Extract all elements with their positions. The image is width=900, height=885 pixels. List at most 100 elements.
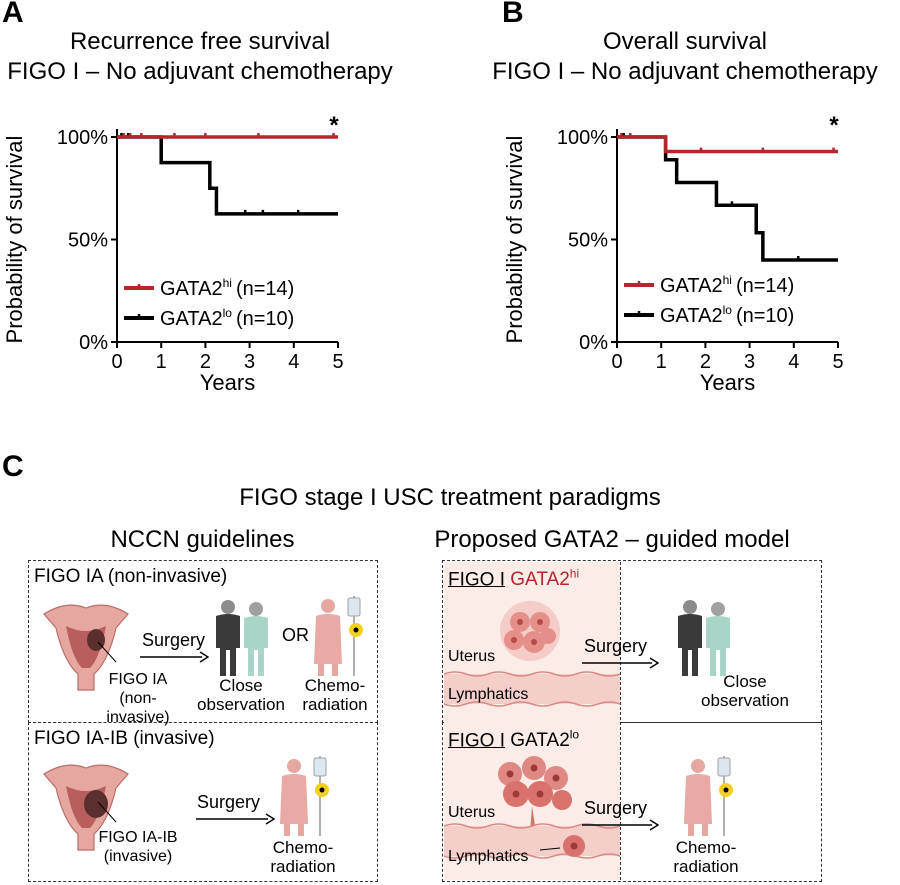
- gata2-hi-label: FIGO I GATA2hi: [448, 567, 579, 591]
- right-box-separator: [620, 722, 822, 723]
- y-tick-label: 0%: [79, 332, 108, 354]
- legend-label-hi: GATA2hi (n=14): [160, 276, 294, 300]
- figo-i-lo: FIGO I: [448, 730, 505, 752]
- y-tick-label: 100%: [557, 127, 608, 149]
- chemo-radiation-label-3: Chemo- radiation: [656, 838, 756, 876]
- y-axis-label: Probability of survival: [502, 136, 527, 344]
- doctors-icon-2: [678, 600, 730, 676]
- patient-chemo-icon-3: [684, 756, 733, 836]
- x-tick-label: 0: [111, 351, 122, 373]
- figo-ia-ib-tumor-line2: (invasive): [103, 848, 173, 865]
- arrow-icon-4: [582, 819, 660, 831]
- gata2-lo-text: GATA2lo: [510, 728, 580, 752]
- close-observation-2-line1: Close: [723, 672, 767, 691]
- y-tick-label: 50%: [568, 230, 608, 252]
- x-tick-label: 3: [244, 351, 255, 373]
- gata2-hi-sup: hi: [569, 567, 580, 581]
- legend-label-lo: GATA2lo (n=10): [660, 303, 794, 327]
- x-tick-label: 2: [200, 351, 211, 373]
- lymphatics-vessel: [444, 671, 620, 707]
- chemo-radiation-3-line1: Chemo-: [675, 838, 737, 857]
- close-observation-line2: observation: [197, 695, 285, 714]
- chemo-radiation-label-1: Chemo- radiation: [290, 676, 380, 714]
- arrow-icon: [140, 651, 210, 663]
- chemo-radiation-2-line1: Chemo-: [272, 838, 334, 857]
- chemo-radiation-2-line2: radiation: [270, 857, 336, 876]
- invasive-tumor-icon: [498, 756, 572, 832]
- significance-star: *: [829, 112, 839, 139]
- chart-a-title-line1: Recurrence free survival: [69, 28, 331, 55]
- close-observation-label: Close observation: [196, 676, 286, 714]
- lymphatics-vessel-2: [444, 823, 620, 859]
- x-tick-label: 4: [788, 351, 799, 373]
- x-tick-label: 1: [656, 351, 667, 373]
- legend-label-hi: GATA2hi (n=14): [660, 273, 794, 297]
- or-label: OR: [282, 625, 309, 645]
- x-tick-label: 0: [611, 351, 622, 373]
- chemo-radiation-1-line1: Chemo-: [304, 676, 366, 695]
- panel-letter-b: B: [502, 0, 524, 29]
- chart-b-title: Overall survival FIGO I – No adjuvant ch…: [470, 27, 900, 87]
- arrow-icon-2: [196, 813, 276, 825]
- figo-ia-tumor-line1: FIGO IA: [108, 671, 168, 688]
- close-observation-line1: Close: [219, 676, 263, 695]
- lymphatics-label-hi: Lymphatics: [448, 686, 529, 703]
- x-axis-label: Years: [200, 370, 255, 395]
- lymphatics-label-lo: Lymphatics: [448, 848, 529, 865]
- gata2-lo-sup: lo: [569, 728, 580, 742]
- panel-letter-a: A: [2, 0, 24, 29]
- figo-ia-ib-tumor-label: FIGO IA-IB (invasive): [88, 828, 188, 866]
- gata2-model-header: Proposed GATA2 – guided model: [434, 526, 790, 553]
- x-axis-label: Years: [700, 370, 755, 395]
- patient-chemo-icon-2: [280, 756, 329, 836]
- panel-c-title: FIGO stage I USC treatment paradigms: [239, 484, 661, 511]
- figo-ia-label: FIGO IA (non-invasive): [34, 566, 228, 587]
- gata2-hi-name: GATA2: [510, 569, 570, 591]
- x-tick-label: 5: [332, 351, 343, 373]
- x-tick-label: 4: [288, 351, 299, 373]
- nccn-header: NCCN guidelines: [110, 526, 295, 553]
- patient-chemo-icon: [314, 596, 363, 676]
- surgery-label-2: Surgery: [197, 792, 261, 812]
- figo-ia-tumor-line2: (non-invasive): [106, 690, 170, 726]
- tumor-cluster-icon: [500, 601, 560, 661]
- tumor-pointer-2: [97, 801, 117, 823]
- figo-ia-ib-label: FIGO IA-IB (invasive): [34, 728, 215, 749]
- nccn-ia-ib-box: [28, 722, 378, 882]
- tumor-pointer: [97, 641, 117, 663]
- gata2-hi-text: GATA2hi: [510, 567, 580, 591]
- gata2-lo-name: GATA2: [510, 730, 570, 752]
- chart-a-title-line2: FIGO I – No adjuvant chemotherapy: [7, 58, 393, 85]
- chart-b-title-line1: Overall survival: [602, 28, 768, 55]
- surgery-label-4: Surgery: [584, 798, 648, 818]
- y-axis-label: Probability of survival: [2, 136, 27, 344]
- uterus-label-hi: Uterus: [448, 648, 496, 665]
- figo-ia-tumor-label: FIGO IA (non-invasive): [88, 670, 188, 727]
- x-tick-label: 3: [744, 351, 755, 373]
- series-line-hi: [617, 135, 838, 154]
- x-tick-label: 5: [832, 351, 843, 373]
- legend-label-lo: GATA2lo (n=10): [160, 306, 294, 330]
- x-tick-label: 2: [700, 351, 711, 373]
- tissue-divider: [620, 562, 621, 880]
- surgery-label-1: Surgery: [142, 630, 206, 650]
- panel-letter-c: C: [2, 450, 24, 483]
- series-line-lo: [117, 135, 338, 216]
- close-observation-label-2: Close observation: [680, 672, 810, 710]
- y-tick-label: 100%: [57, 127, 108, 149]
- doctors-icon: [216, 600, 268, 676]
- chemo-radiation-3-line2: radiation: [673, 857, 739, 876]
- arrow-icon-3: [582, 657, 660, 669]
- uterus-invasive-icon: [43, 764, 129, 851]
- gata2-lo-label: FIGO I GATA2lo: [448, 728, 579, 752]
- series-line-lo: [617, 135, 838, 262]
- uterus-icon: [43, 604, 129, 691]
- figo-ia-ib-tumor-line1: FIGO IA-IB: [98, 829, 178, 846]
- chart-a: Probability of survival 0% 50% 100% 0 1 2 3 4 5 Ye…: [2, 112, 344, 395]
- chart-b: Probability of survival 0% 50% 100% 0 1 2 3 4 5 Ye…: [502, 112, 844, 395]
- y-tick-label: 50%: [68, 230, 108, 252]
- chart-b-title-line2: FIGO I – No adjuvant chemotherapy: [492, 58, 878, 85]
- surgery-label-3: Surgery: [584, 636, 648, 656]
- chart-a-title: Recurrence free survival FIGO I – No adj…: [0, 27, 400, 87]
- uterus-label-lo: Uterus: [448, 804, 496, 821]
